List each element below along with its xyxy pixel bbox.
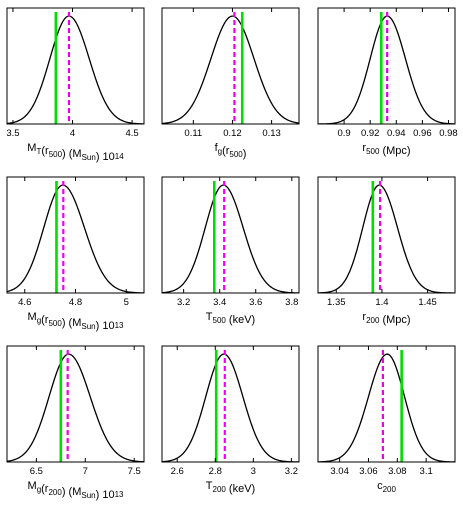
posterior-curve: [7, 15, 144, 124]
x-axis-label: T500 (keV): [206, 311, 255, 326]
panel-frame: [161, 345, 300, 463]
x-tick-label: 3.5: [6, 128, 19, 139]
posterior-curve: [7, 353, 144, 462]
posterior-curve: [162, 353, 299, 462]
x-tick-label: 4.6: [18, 297, 31, 308]
x-axis-label: r500 (Mpc): [362, 142, 410, 157]
panel-frame: [161, 176, 300, 294]
x-tick-label: 2.8: [209, 466, 222, 477]
x-tick-label: 1.45: [418, 297, 437, 308]
x-tick-label: 0.94: [387, 128, 406, 139]
x-tick-label: 0.12: [223, 128, 242, 139]
panel-4: 4.6 4.8 5 Mg(r500) (MSun) 1013: [6, 176, 145, 332]
panel-3: 0.9 0.92 0.94 0.96 0.98 r500 (Mpc): [317, 7, 458, 157]
x-tick-label: 2.6: [171, 466, 184, 477]
x-axis-label: c200: [377, 480, 396, 494]
x-tick-label: 3.8: [285, 297, 298, 308]
x-tick-label: 3.06: [359, 466, 378, 477]
x-axis-label: fg(r500): [215, 142, 247, 160]
x-tick-label: 3.08: [388, 466, 407, 477]
panel-1: 3.5 4 4.5MT(r500) (MSun) 1014: [6, 7, 145, 163]
x-tick-label: 0.13: [262, 128, 281, 139]
x-tick-label: 3.2: [177, 297, 190, 308]
x-tick-label: 0.98: [439, 128, 458, 139]
x-tick-label: 4.8: [69, 297, 82, 308]
x-tick-label: 3.4: [213, 297, 226, 308]
x-axis-label: MT(r500) (MSun) 1014: [27, 142, 124, 163]
panel-frame: [6, 345, 145, 463]
x-tick-label: 0.9: [337, 128, 350, 139]
panel-frame: [317, 176, 456, 294]
panel-8: 2.6 2.8 3 3.2 T200 (keV): [161, 345, 300, 495]
x-tick-label: 0.11: [184, 128, 202, 139]
x-tick-label: 5: [124, 297, 129, 308]
panel-2: 0.11 0.12 0.13 fg(r500): [161, 7, 300, 160]
panel-frame: [6, 7, 145, 125]
posterior-curve: [7, 184, 144, 293]
panel-frame: [317, 7, 456, 125]
x-axis-label: Mg(r200) (MSun) 1013: [28, 480, 125, 501]
posterior-curve: [162, 184, 299, 293]
panel-frame: [161, 7, 300, 125]
x-axis-label: Mg(r500) (MSun) 1013: [28, 311, 125, 332]
posterior-curve: [318, 184, 455, 293]
panel-frame: [317, 345, 456, 463]
x-tick-label: 3.2: [285, 466, 298, 477]
x-tick-label: 0.96: [413, 128, 432, 139]
x-tick-label: 4.5: [125, 128, 138, 139]
x-tick-label: 7: [83, 466, 88, 477]
x-tick-label: 1.35: [327, 297, 346, 308]
x-tick-label: 4: [70, 128, 75, 139]
x-tick-label: 3.1: [420, 466, 433, 477]
x-axis-label: T200 (keV): [206, 480, 255, 495]
panel-6: 1.35 1.4 1.45 r200 (Mpc): [317, 176, 456, 326]
x-tick-label: 7.5: [128, 466, 141, 477]
posterior-curve: [162, 15, 299, 124]
x-axis-label: r200 (Mpc): [362, 311, 410, 326]
panel-7: 6.5 7 7.5Mg(r200) (MSun) 1013: [6, 345, 145, 501]
panel-9: 3.04 3.06 3.08 3.1 c200: [317, 345, 456, 494]
x-tick-label: 3.6: [249, 297, 262, 308]
panel-frame: [6, 176, 145, 294]
x-tick-label: 6.5: [30, 466, 43, 477]
x-tick-label: 3: [251, 466, 256, 477]
x-tick-label: 0.92: [361, 128, 380, 139]
posterior-curve: [318, 353, 455, 462]
x-tick-label: 3.04: [330, 466, 349, 477]
panel-5: 3.2 3.4 3.6 3.8 T500 (keV): [161, 176, 300, 326]
x-tick-label: 1.4: [375, 297, 388, 308]
